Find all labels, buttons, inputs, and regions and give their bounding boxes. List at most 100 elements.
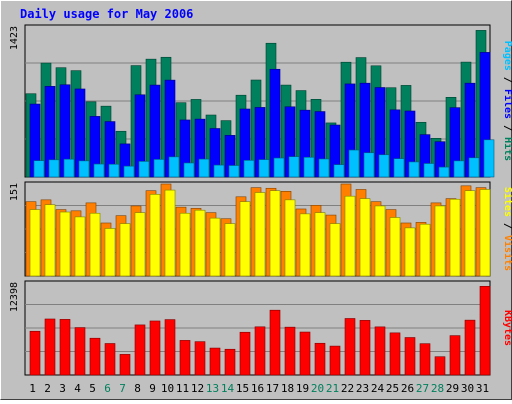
bar-sites-2	[44, 204, 56, 277]
y-label-sites: Sites	[502, 187, 512, 217]
bar-sites-17	[269, 190, 281, 277]
bar-pages-12	[198, 158, 210, 178]
bar-kbytes-23	[359, 320, 371, 376]
bar-kbytes-18	[284, 326, 296, 376]
bar-pages-30	[468, 157, 480, 178]
bar-kbytes-17	[269, 309, 281, 376]
bar-kbytes-19	[299, 331, 311, 376]
bar-sites-25	[389, 217, 401, 277]
bar-sites-1	[29, 209, 41, 277]
bar-pages-6	[108, 163, 120, 178]
x-tick-label-10: 10	[161, 382, 174, 395]
series-sites	[29, 189, 491, 277]
bar-sites-26	[404, 227, 416, 277]
x-tick-label-11: 11	[176, 382, 189, 395]
chart-panels: 1423 Pages / Files / Hits 151 Sites / Visit…	[9, 24, 512, 376]
y-axis-label: Sites / Visits	[502, 187, 512, 271]
bar-kbytes-5	[89, 337, 101, 376]
series-kbytes	[29, 286, 491, 376]
bar-kbytes-9	[149, 320, 161, 376]
bar-sites-13	[209, 217, 221, 277]
bar-pages-31	[483, 139, 495, 178]
bar-pages-15	[243, 160, 255, 178]
bar-pages-1	[33, 160, 45, 178]
x-tick-label-9: 9	[149, 382, 156, 395]
bar-sites-19	[299, 213, 311, 277]
panel-2: 151 Sites / Visits	[9, 181, 512, 277]
bar-sites-8	[134, 212, 146, 277]
bar-pages-5	[93, 163, 105, 178]
bar-pages-27	[423, 163, 435, 178]
bar-sites-12	[194, 209, 206, 277]
y-label-hits: Hits	[502, 137, 512, 161]
x-tick-label-6: 6	[104, 382, 111, 395]
bar-sites-5	[89, 212, 101, 277]
y-axis-label: KBytes	[502, 310, 512, 346]
x-tick-label-2: 2	[44, 382, 51, 395]
bar-kbytes-1	[29, 330, 41, 376]
bar-pages-3	[63, 158, 75, 178]
bar-pages-28	[438, 166, 450, 178]
x-tick-label-8: 8	[134, 382, 141, 395]
x-tick-label-24: 24	[371, 382, 385, 395]
bar-kbytes-14	[224, 348, 236, 376]
x-tick-label-28: 28	[431, 382, 444, 395]
bar-kbytes-11	[179, 340, 191, 376]
bar-sites-18	[284, 199, 296, 277]
bar-kbytes-26	[404, 337, 416, 376]
bar-pages-7	[123, 165, 135, 178]
bar-pages-13	[213, 164, 225, 178]
bar-pages-9	[153, 159, 165, 178]
bar-kbytes-8	[134, 324, 146, 376]
bar-sites-16	[254, 192, 266, 277]
bar-sites-14	[224, 223, 236, 277]
y-label-kbytes: KBytes	[502, 310, 512, 346]
x-tick-label-29: 29	[446, 382, 459, 395]
bar-sites-23	[359, 198, 371, 277]
x-tick-label-25: 25	[386, 382, 399, 395]
bar-sites-21	[329, 223, 341, 277]
x-axis-tick-labels: 1 2 3 4 5 6 7 8 9 10 11 12 13 14 15 16 17 18 19 20 21 22 23 24 2…	[29, 382, 489, 395]
bar-pages-20	[318, 158, 330, 178]
bar-pages-10	[168, 156, 180, 178]
bar-kbytes-6	[104, 343, 116, 376]
bar-sites-31	[479, 189, 491, 277]
bar-kbytes-21	[329, 345, 341, 376]
bar-kbytes-15	[239, 331, 251, 376]
series-pages	[33, 139, 495, 178]
bar-sites-11	[179, 212, 191, 277]
bar-pages-18	[288, 156, 300, 178]
bar-kbytes-2	[44, 318, 56, 376]
y-max-label: 151	[9, 183, 20, 201]
bar-sites-4	[74, 216, 86, 277]
chart-title: Daily usage for May 2006	[20, 7, 193, 21]
x-tick-label-13: 13	[206, 382, 219, 395]
panel-1: 1423 Pages / Files / Hits	[9, 24, 512, 178]
bar-kbytes-10	[164, 319, 176, 376]
bar-kbytes-7	[119, 354, 131, 376]
panel-3: 12398 KBytes	[9, 280, 512, 376]
bar-kbytes-28	[434, 356, 446, 376]
series-files	[29, 52, 491, 178]
bar-pages-4	[78, 160, 90, 178]
x-tick-label-26: 26	[401, 382, 414, 395]
x-tick-label-12: 12	[191, 382, 204, 395]
bar-kbytes-16	[254, 326, 266, 376]
bar-pages-25	[393, 158, 405, 178]
x-tick-label-27: 27	[416, 382, 429, 395]
bar-kbytes-3	[59, 319, 71, 376]
bar-sites-24	[374, 205, 386, 277]
bar-pages-26	[408, 161, 420, 178]
y-label-separator: /	[502, 71, 512, 89]
bar-sites-22	[344, 195, 356, 277]
x-tick-label-23: 23	[356, 382, 369, 395]
bar-sites-3	[59, 211, 71, 277]
bar-kbytes-22	[344, 318, 356, 376]
bar-kbytes-27	[419, 343, 431, 376]
x-tick-label-19: 19	[296, 382, 309, 395]
x-tick-label-15: 15	[236, 382, 249, 395]
bar-pages-29	[453, 160, 465, 178]
bar-kbytes-25	[389, 332, 401, 376]
x-tick-label-14: 14	[221, 382, 235, 395]
